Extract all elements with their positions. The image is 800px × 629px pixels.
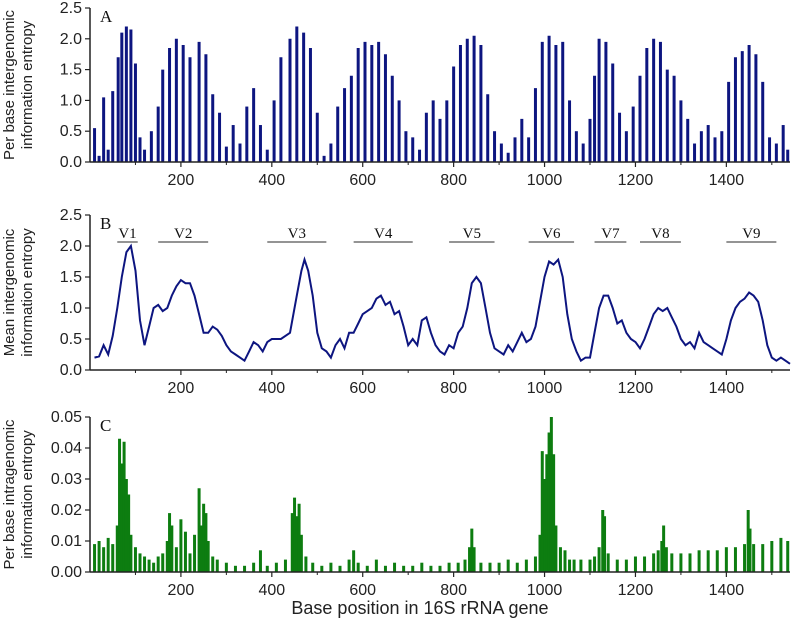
region-label-v4: V4 [374,226,393,242]
region-label-v5: V5 [463,226,481,242]
panel-c: 0.00 0.01 0.02 0.03 0.04 0.05 200 400 600 800 1000… [1,409,790,599]
y-tick-label: 0.5 [60,331,82,348]
x-tick-label: 400 [258,582,285,599]
x-tick-label: 1400 [709,380,745,397]
region-label-v6: V6 [542,226,561,242]
x-tick-label: 400 [258,172,285,189]
x-tick-label: 1000 [527,582,563,599]
panel-label-c: C [100,416,111,435]
y-tick-label: 2.5 [60,207,82,224]
mean-entropy-line [94,243,791,365]
y-tick-label: 1.0 [60,300,82,317]
x-tick-label: 800 [440,582,467,599]
panel-label-b: B [100,214,111,233]
y-axis-title: Per base intergenomic [1,9,18,160]
panel-a: 0.0 0.5 1.0 1.5 2.0 2.5 200 400 600 800 1000 1200 14… [1,0,790,189]
region-label-v3: V3 [288,226,306,242]
region-label-v2: V2 [174,226,192,242]
y-tick-label: 1.5 [60,269,82,286]
y-tick-label: 1.5 [60,62,82,79]
panel-label-a: A [100,7,113,26]
x-tick-label: 600 [349,380,376,397]
y-tick-label: 2.0 [60,238,82,255]
y-axis-title: Mean intergenomic [1,228,18,356]
panel-b: 0.0 0.5 1.0 1.5 2.0 2.5 200 400 600 800 1000 1200 14… [1,207,791,397]
x-tick-label: 1000 [527,172,563,189]
y-tick-label: 2.0 [60,31,82,48]
x-tick-label: 1000 [527,380,563,397]
x-tick-label: 1400 [709,172,745,189]
y-axis-title: information entropy [19,430,36,559]
y-tick-label: 0.5 [60,123,82,140]
x-tick-label: 600 [349,582,376,599]
x-tick-label: 1400 [709,582,745,599]
region-label-v7: V7 [601,226,620,242]
x-tick-label: 400 [258,380,285,397]
x-axis-title: Base position in 16S rRNA gene [291,598,548,618]
region-label-v8: V8 [651,226,669,242]
region-label-v1: V1 [118,226,136,242]
y-axis-title: information entropy [19,20,36,149]
y-tick-label: 0.05 [51,409,82,426]
x-tick-label: 800 [440,380,467,397]
region-label-v9: V9 [742,226,760,242]
y-tick-label: 1.0 [60,92,82,109]
y-tick-label: 2.5 [60,0,82,17]
x-tick-label: 1200 [618,380,654,397]
y-tick-label: 0.04 [51,440,82,457]
y-tick-label: 0.01 [51,533,82,550]
x-tick-label: 800 [440,172,467,189]
y-axis-title: information entropy [19,228,36,357]
x-tick-label: 200 [168,582,195,599]
x-tick-label: 1200 [618,172,654,189]
y-tick-label: 0.02 [51,502,82,519]
x-tick-label: 600 [349,172,376,189]
x-tick-label: 1200 [618,582,654,599]
x-tick-label: 200 [168,172,195,189]
y-tick-label: 0.0 [60,362,82,379]
y-tick-label: 0.00 [51,564,82,581]
y-tick-label: 0.0 [60,154,82,171]
x-tick-label: 200 [168,380,195,397]
y-axis-title: Per base intragenomic [1,419,18,570]
y-tick-label: 0.03 [51,471,82,488]
